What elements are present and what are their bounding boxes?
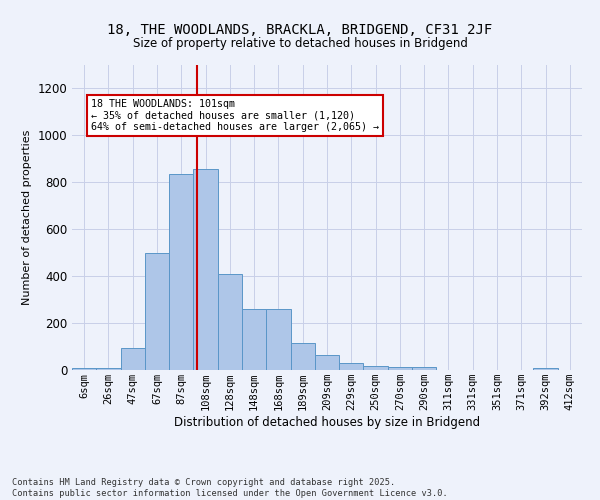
Text: Size of property relative to detached houses in Bridgend: Size of property relative to detached ho… (133, 38, 467, 51)
Bar (290, 343, 315, 370)
Y-axis label: Number of detached properties: Number of detached properties (22, 130, 32, 305)
Bar (412, 366, 436, 370)
Bar (242, 310, 266, 370)
Bar (193, 170, 218, 370)
Bar (121, 348, 145, 370)
Text: 18, THE WOODLANDS, BRACKLA, BRIDGEND, CF31 2JF: 18, THE WOODLANDS, BRACKLA, BRIDGEND, CF… (107, 22, 493, 36)
Bar (533, 368, 558, 370)
Bar (364, 366, 388, 370)
Bar (96, 368, 121, 370)
Bar (266, 310, 290, 370)
Text: Contains HM Land Registry data © Crown copyright and database right 2025.
Contai: Contains HM Land Registry data © Crown c… (12, 478, 448, 498)
Bar (339, 363, 364, 370)
Bar (145, 252, 169, 370)
Text: 18 THE WOODLANDS: 101sqm
← 35% of detached houses are smaller (1,120)
64% of sem: 18 THE WOODLANDS: 101sqm ← 35% of detach… (91, 99, 379, 132)
Bar (218, 274, 242, 370)
Bar (315, 355, 339, 370)
X-axis label: Distribution of detached houses by size in Bridgend: Distribution of detached houses by size … (174, 416, 480, 429)
Bar (72, 368, 96, 370)
Bar (388, 366, 412, 370)
Bar (169, 174, 193, 370)
